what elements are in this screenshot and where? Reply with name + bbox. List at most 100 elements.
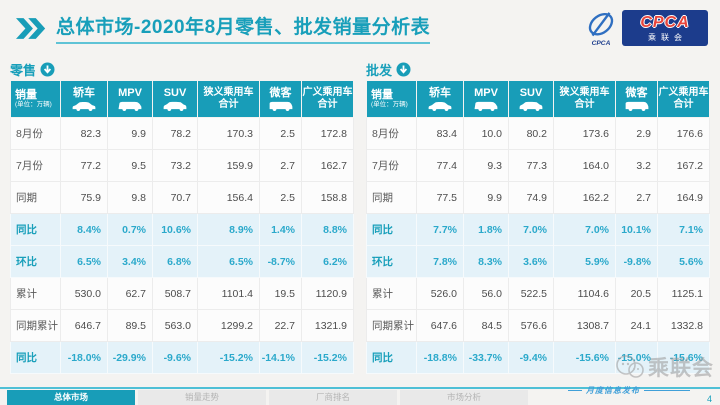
tab-overall-market[interactable]: 总体市场 bbox=[7, 390, 135, 405]
cell-value: 56.0 bbox=[463, 277, 509, 310]
cell-value: 77.4 bbox=[416, 149, 464, 182]
data-row: 同期累计 647.6 84.5 576.6 1308.7 24.1 1332.8 bbox=[366, 309, 710, 342]
cell-value: 7.7% bbox=[416, 213, 464, 246]
header: 总体市场-2020年8月零售、批发销量分析表 bbox=[16, 12, 431, 44]
cell-value: 9.8 bbox=[107, 181, 153, 214]
data-row: 累计 526.0 56.0 522.5 1104.6 20.5 1125.1 bbox=[366, 277, 710, 310]
col-sedan: 轿车 bbox=[60, 80, 108, 118]
cell-value: 173.6 bbox=[553, 117, 616, 150]
cell-value: 62.7 bbox=[107, 277, 153, 310]
wholesale-section: 批发 销量 (单位：万辆) 轿车 MPV SUV 狭义乘用车 合计 微客 bbox=[366, 60, 710, 374]
cell-value: 9.3 bbox=[463, 149, 509, 182]
wholesale-table: 销量 (单位：万辆) 轿车 MPV SUV 狭义乘用车 合计 微客 广义乘用车 合计 … bbox=[366, 80, 710, 374]
cell-value: 6.5% bbox=[197, 245, 260, 278]
wholesale-label: 批发 bbox=[366, 60, 710, 78]
cell-value: 563.0 bbox=[152, 309, 198, 342]
cell-value: 522.5 bbox=[508, 277, 554, 310]
cell-value: -8.7% bbox=[259, 245, 302, 278]
logo-acronym: CPCA bbox=[640, 13, 690, 31]
cell-value: -15.2% bbox=[301, 341, 354, 374]
cell-value: 3.4% bbox=[107, 245, 153, 278]
ratio-row: 同比 7.7% 1.8% 7.0% 7.0% 10.1% 7.1% bbox=[366, 213, 710, 246]
tab-oem-ranking[interactable]: 厂商排名 bbox=[269, 390, 397, 405]
retail-header-row: 销量 (单位：万辆) 轿车 MPV SUV 狭义乘用车 合计 微客 广义乘用车 合计 bbox=[10, 80, 354, 118]
cell-value: 74.9 bbox=[508, 181, 554, 214]
cell-value: 83.4 bbox=[416, 117, 464, 150]
data-row: 累计 530.0 62.7 508.7 1101.4 19.5 1120.9 bbox=[10, 277, 354, 310]
dash-line bbox=[644, 390, 690, 391]
cell-value: 6.8% bbox=[152, 245, 198, 278]
footer-divider bbox=[0, 387, 720, 389]
cell-value: 20.5 bbox=[615, 277, 658, 310]
cell-value: 5.9% bbox=[553, 245, 616, 278]
page-number: 4 bbox=[706, 394, 712, 404]
cell-value: -29.9% bbox=[107, 341, 153, 374]
cell-value: 22.7 bbox=[259, 309, 302, 342]
publish-label: 月度信息发布 bbox=[586, 386, 640, 395]
minibus-icon bbox=[625, 101, 648, 111]
cell-value: 576.6 bbox=[508, 309, 554, 342]
cpca-emblem-icon: CPCA bbox=[588, 12, 614, 47]
cell-value: 82.3 bbox=[60, 117, 108, 150]
minibus-icon bbox=[269, 101, 292, 111]
data-row: 7月份 77.2 9.5 73.2 159.9 2.7 162.7 bbox=[10, 149, 354, 182]
tab-sales-trend[interactable]: 销量走势 bbox=[138, 390, 266, 405]
cpca-logo-box: CPCA 乘联会 bbox=[622, 10, 708, 46]
row-label: 8月份 bbox=[366, 117, 417, 150]
sedan-icon bbox=[428, 102, 452, 111]
cell-value: 10.6% bbox=[152, 213, 198, 246]
cell-value: 1104.6 bbox=[553, 277, 616, 310]
arrow-down-circle-icon bbox=[40, 62, 55, 76]
cell-value: -33.7% bbox=[463, 341, 509, 374]
row-label: 同比 bbox=[366, 213, 417, 246]
cell-value: 646.7 bbox=[60, 309, 108, 342]
cell-value: 9.9 bbox=[107, 117, 153, 150]
suv-icon bbox=[519, 101, 543, 111]
sedan-icon bbox=[72, 102, 96, 111]
cell-value: -9.8% bbox=[615, 245, 658, 278]
cell-value: 7.1% bbox=[657, 213, 710, 246]
mpv-icon bbox=[474, 101, 498, 111]
cell-value: 7.0% bbox=[553, 213, 616, 246]
ratio-row: 同比 8.4% 0.7% 10.6% 8.9% 1.4% 8.8% bbox=[10, 213, 354, 246]
data-row: 同期累计 646.7 89.5 563.0 1299.2 22.7 1321.9 bbox=[10, 309, 354, 342]
retail-label: 零售 bbox=[10, 60, 353, 78]
cell-value: 172.8 bbox=[301, 117, 354, 150]
arrow-down-circle-icon bbox=[396, 62, 411, 76]
cell-value: 158.8 bbox=[301, 181, 354, 214]
cell-value: 1125.1 bbox=[657, 277, 710, 310]
row-label: 同比 bbox=[10, 341, 61, 374]
dash-line bbox=[568, 390, 582, 391]
cell-value: 167.2 bbox=[657, 149, 710, 182]
publish-caption: 月度信息发布 bbox=[564, 385, 694, 396]
col-narrow-total: 狭义乘用车 合计 bbox=[553, 80, 616, 118]
cell-value: 164.0 bbox=[553, 149, 616, 182]
cpca-logo: CPCA CPCA 乘联会 bbox=[584, 8, 708, 48]
cell-value: -18.8% bbox=[416, 341, 464, 374]
tab-market-analysis[interactable]: 市场分析 bbox=[400, 390, 528, 405]
col-broad-total: 广义乘用车 合计 bbox=[657, 80, 710, 118]
double-chevron-icon bbox=[16, 17, 46, 39]
cell-value: 1120.9 bbox=[301, 277, 354, 310]
wechat-icon bbox=[616, 355, 644, 378]
cell-value: 2.7 bbox=[615, 181, 658, 214]
cell-value: 1332.8 bbox=[657, 309, 710, 342]
cell-value: 1.4% bbox=[259, 213, 302, 246]
cell-value: -15.6% bbox=[657, 341, 710, 374]
ratio-row: 同比 -18.0% -29.9% -9.6% -15.2% -14.1% -15.2% bbox=[10, 341, 354, 374]
row-label: 同比 bbox=[10, 213, 61, 246]
cell-value: 10.0 bbox=[463, 117, 509, 150]
cell-value: 77.3 bbox=[508, 149, 554, 182]
col-suv: SUV bbox=[508, 80, 554, 118]
cell-value: 77.5 bbox=[416, 181, 464, 214]
cell-value: 530.0 bbox=[60, 277, 108, 310]
cell-value: 70.7 bbox=[152, 181, 198, 214]
col-sedan: 轿车 bbox=[416, 80, 464, 118]
logo-name: 乘联会 bbox=[648, 32, 687, 42]
cell-value: 647.6 bbox=[416, 309, 464, 342]
cell-value: 1321.9 bbox=[301, 309, 354, 342]
cell-value: -9.4% bbox=[508, 341, 554, 374]
cell-value: 84.5 bbox=[463, 309, 509, 342]
cell-value: -15.2% bbox=[197, 341, 260, 374]
